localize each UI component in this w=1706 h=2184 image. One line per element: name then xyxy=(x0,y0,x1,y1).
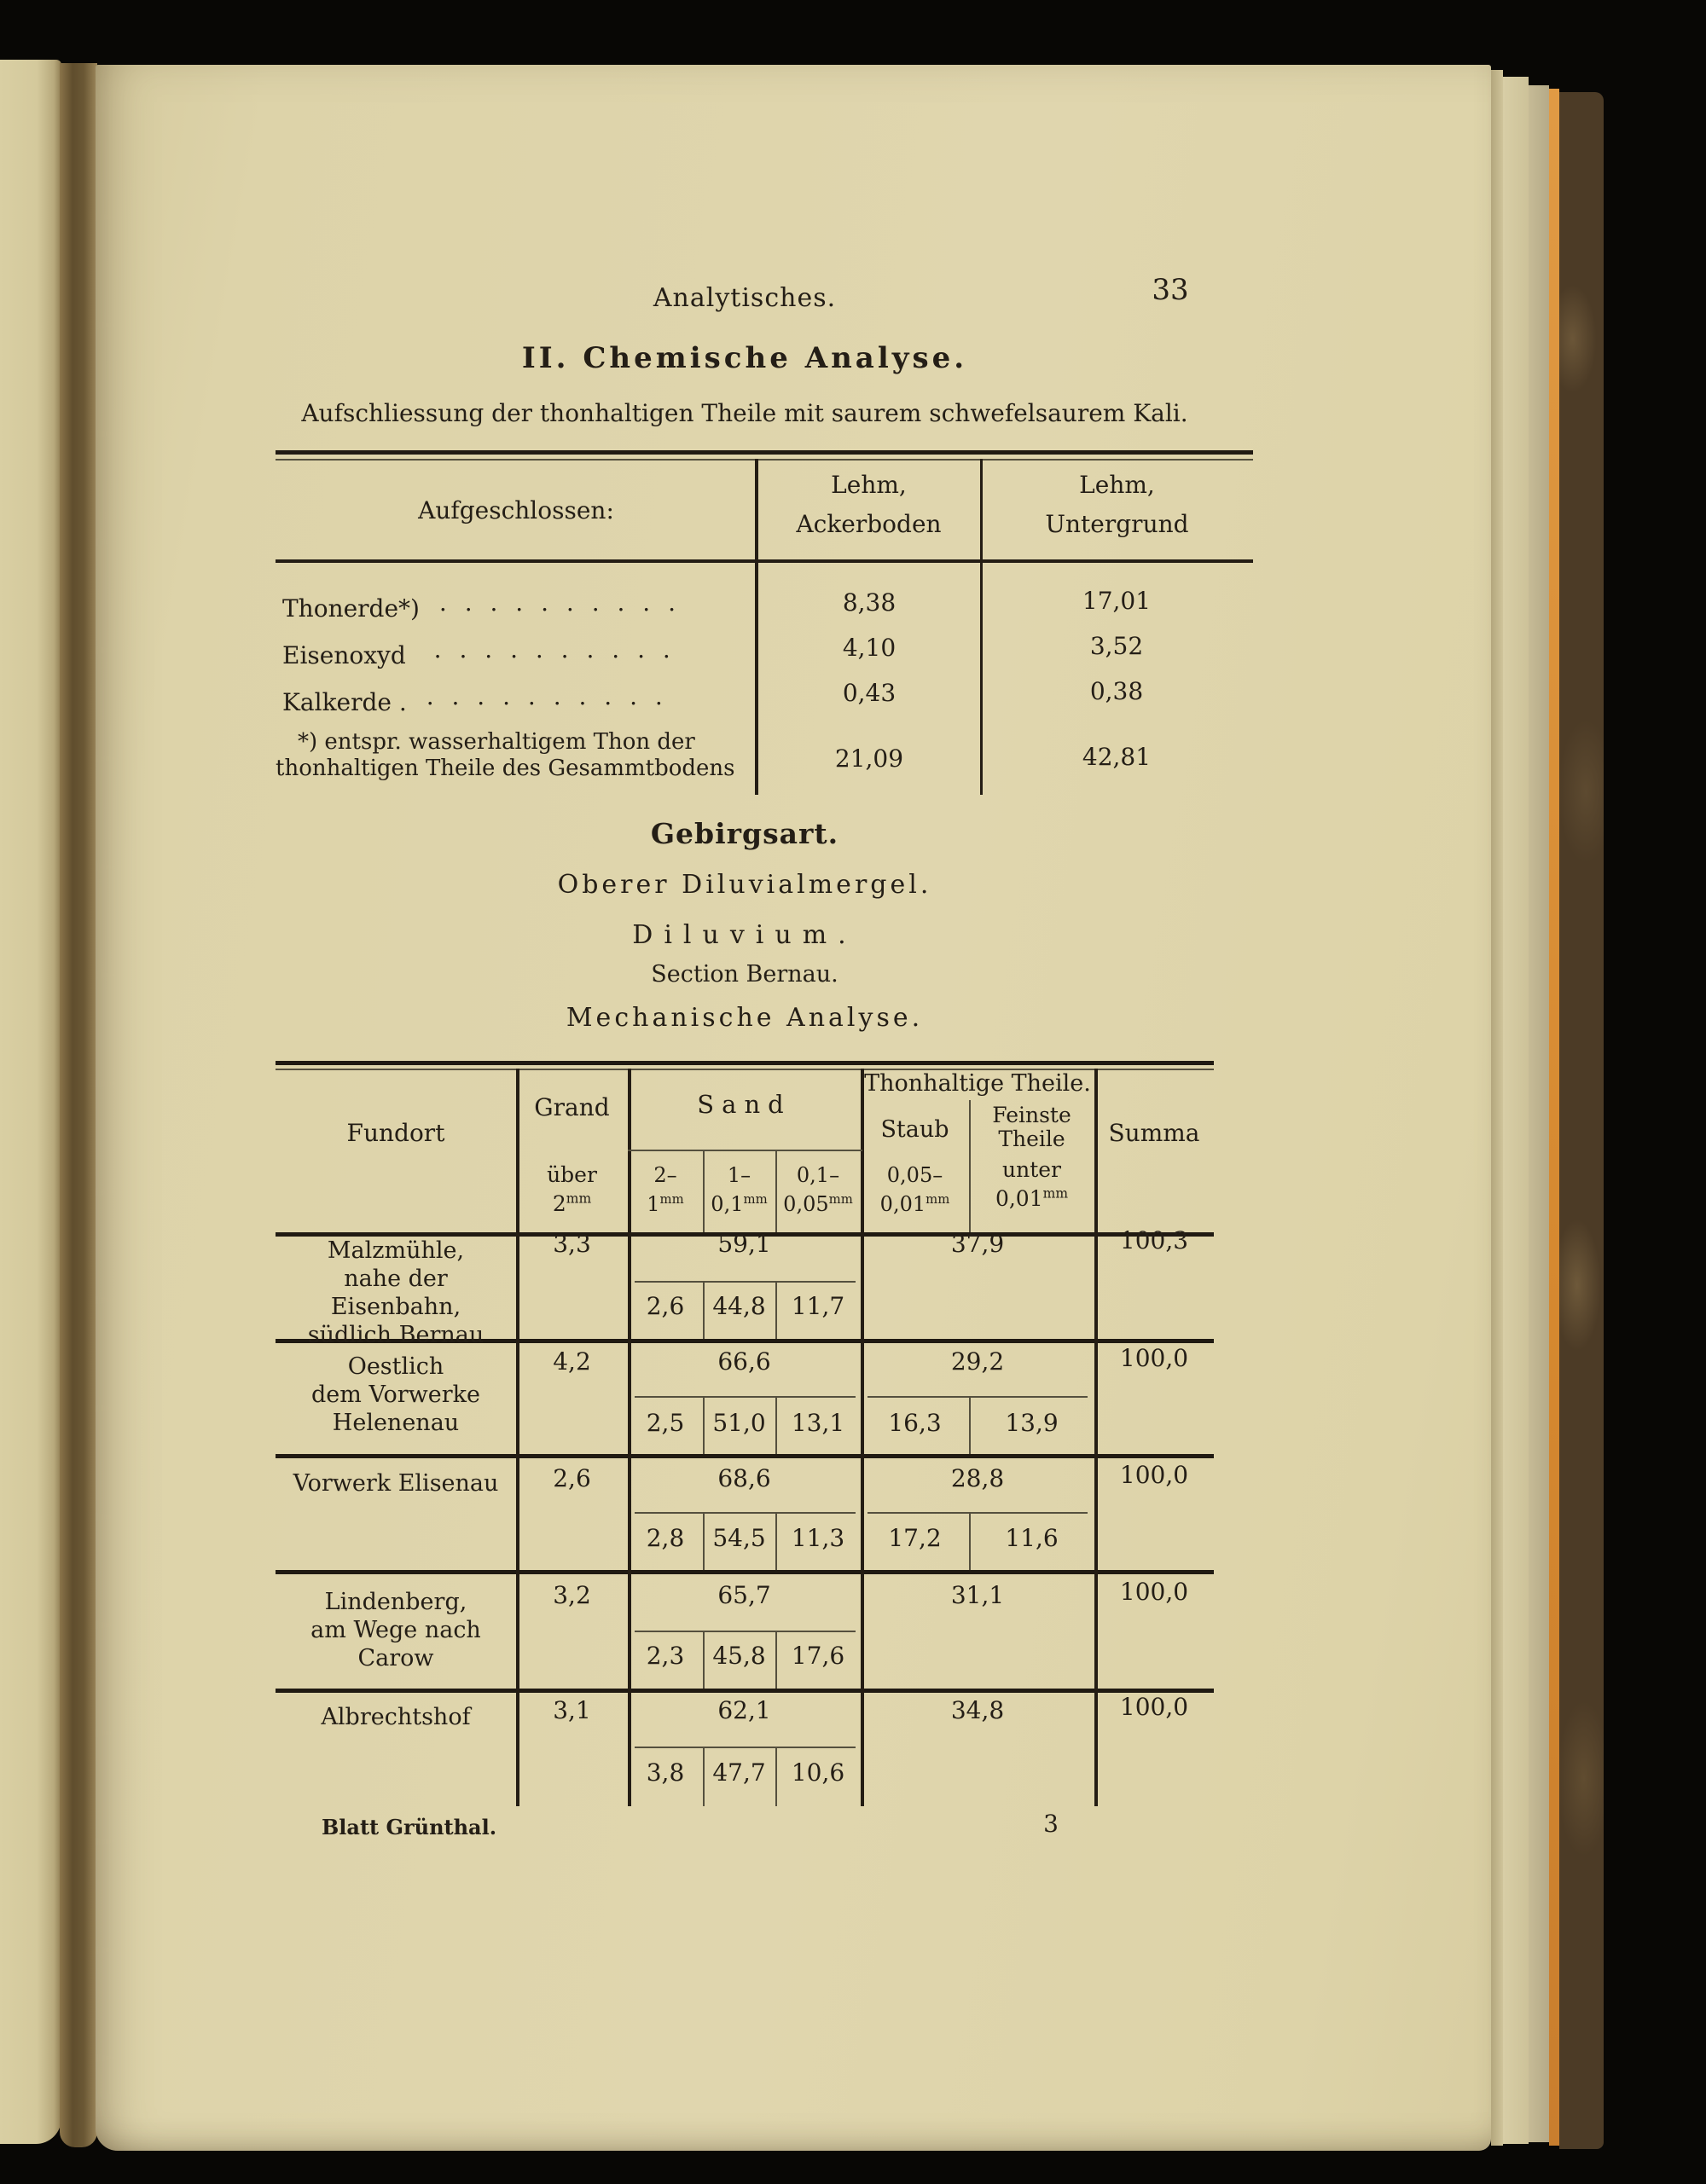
heading-diluvium: Diluvium. xyxy=(632,920,857,950)
sand-total: 62,1 xyxy=(717,1696,771,1724)
running-head: Analytisches. xyxy=(653,283,837,313)
grand-value: 2,6 xyxy=(553,1464,591,1492)
mech-col-feinste: Feinste Theile unter 0,01mm xyxy=(992,1103,1071,1212)
heading-mech-analyse: Mechanische Analyse. xyxy=(566,1003,924,1033)
grand-value: 4,2 xyxy=(553,1347,591,1376)
page-stack-edge xyxy=(1503,77,1529,2144)
chem-col-untergrund: Lehm, Untergrund xyxy=(1045,471,1189,538)
grand-value: 3,1 xyxy=(553,1696,591,1724)
chem-value: 0,43 xyxy=(842,679,897,707)
thon-total: 28,8 xyxy=(950,1464,1005,1492)
chem-col-ackerboden: Lehm, Ackerboden xyxy=(796,471,942,538)
page-stack-edge xyxy=(1491,70,1503,2146)
mech-col-sand: Sand xyxy=(697,1090,792,1119)
chem-value: 21,09 xyxy=(834,744,904,773)
chem-analysis-subtitle: Aufschliessung der thonhaltigen Theile m… xyxy=(301,399,1188,427)
mech-col-staub: Staub xyxy=(880,1116,949,1143)
summa-value: 100,3 xyxy=(1119,1226,1189,1254)
sand-sub3: 17,6 xyxy=(791,1642,845,1670)
book-cover xyxy=(1559,92,1604,2149)
thon-total: 29,2 xyxy=(950,1347,1005,1376)
heading-gebirgsart: Gebirgsart. xyxy=(650,817,839,850)
mech-col-sand1: 2– 1mm xyxy=(647,1163,684,1216)
fundort-name: Vorwerk Elisenau xyxy=(293,1470,499,1497)
fundort-name: Oestlich dem Vorwerke Helenenau xyxy=(311,1353,480,1436)
previous-page-edge xyxy=(0,60,61,2144)
chem-analysis-title: II. Chemische Analyse. xyxy=(521,341,968,375)
mech-col-grand-range: über 2mm xyxy=(547,1162,597,1217)
mech-col-grand: Grand xyxy=(534,1093,610,1121)
thon-total: 37,9 xyxy=(950,1230,1005,1258)
footer-signature-number: 3 xyxy=(1043,1810,1059,1838)
heading-section: Section Bernau. xyxy=(651,961,838,988)
thon-total: 34,8 xyxy=(950,1696,1005,1724)
mech-table: Fundort Grand über 2mm Sand 2– 1mm 1– 0,… xyxy=(276,1061,1214,1806)
chem-value: 0,38 xyxy=(1089,677,1144,705)
summa-value: 100,0 xyxy=(1119,1578,1189,1606)
page-number: 33 xyxy=(1152,273,1189,307)
mech-col-sand2: 1– 0,1mm xyxy=(711,1163,768,1216)
sand-sub1: 3,8 xyxy=(646,1758,685,1787)
mech-col-staub-range: 0,05– 0,01mm xyxy=(879,1163,950,1216)
sand-sub3: 11,3 xyxy=(791,1524,845,1552)
staub-sub: 17,2 xyxy=(888,1524,942,1552)
sand-sub2: 47,7 xyxy=(712,1758,766,1787)
sand-sub1: 2,6 xyxy=(646,1292,685,1320)
sand-total: 68,6 xyxy=(717,1464,771,1492)
fundort-name: Malzmühle, nahe der Eisenbahn, südlich B… xyxy=(307,1237,485,1348)
sand-sub1: 2,3 xyxy=(646,1642,685,1670)
sand-sub1: 2,8 xyxy=(646,1524,685,1552)
sand-sub3: 13,1 xyxy=(791,1409,845,1437)
sand-sub2: 54,5 xyxy=(712,1524,766,1552)
chem-footnote: *) entspr. wasserhaltigem Thon der thonh… xyxy=(276,729,735,781)
mech-col-thonhaltige: Thonhaltige Theile. xyxy=(864,1070,1091,1097)
grand-value: 3,3 xyxy=(553,1230,591,1258)
chem-value: 4,10 xyxy=(842,634,897,662)
staub-sub: 16,3 xyxy=(888,1409,942,1437)
summa-value: 100,0 xyxy=(1119,1693,1189,1721)
chem-value: 3,52 xyxy=(1089,632,1144,660)
footer-imprint: Blatt Grünthal. xyxy=(322,1815,497,1839)
book-gutter xyxy=(60,63,97,2147)
page-stack-edge xyxy=(1529,85,1549,2142)
summa-value: 100,0 xyxy=(1119,1344,1189,1372)
chem-row-label: Eisenoxyd . . . . . . . . . . xyxy=(282,635,676,669)
sand-sub2: 45,8 xyxy=(712,1642,766,1670)
feinste-sub: 13,9 xyxy=(1005,1409,1059,1437)
chem-value: 42,81 xyxy=(1082,743,1152,771)
book-edge-orange xyxy=(1549,89,1559,2146)
mech-col-sand3: 0,1– 0,05mm xyxy=(783,1163,853,1216)
sand-total: 65,7 xyxy=(717,1581,771,1609)
chem-value: 8,38 xyxy=(842,588,897,617)
sand-sub3: 10,6 xyxy=(791,1758,845,1787)
sand-sub2: 51,0 xyxy=(712,1409,766,1437)
heading-rock-type: Oberer Diluvialmergel. xyxy=(557,870,932,900)
chem-value: 17,01 xyxy=(1082,587,1152,615)
grand-value: 3,2 xyxy=(553,1581,591,1609)
chem-table: Aufgeschlossen: Lehm, Ackerboden Lehm, U… xyxy=(276,450,1253,802)
sand-sub2: 44,8 xyxy=(712,1292,766,1320)
mech-col-fundort: Fundort xyxy=(346,1119,445,1147)
summa-value: 100,0 xyxy=(1119,1461,1189,1489)
chem-row-label: Kalkerde . . . . . . . . . . . xyxy=(282,682,668,716)
sand-total: 59,1 xyxy=(717,1230,771,1258)
sand-sub3: 11,7 xyxy=(791,1292,845,1320)
thon-total: 31,1 xyxy=(950,1581,1005,1609)
book-page: Analytisches. 33 II. Chemische Analyse. … xyxy=(96,65,1491,2151)
chem-row-label: Thonerde*) . . . . . . . . . . xyxy=(282,588,681,623)
mech-col-summa: Summa xyxy=(1108,1119,1200,1147)
fundort-name: Albrechtshof xyxy=(321,1704,471,1730)
sand-total: 66,6 xyxy=(717,1347,771,1376)
fundort-name: Lindenberg, am Wege nach Carow xyxy=(310,1589,481,1671)
chem-col-aufgeschlossen: Aufgeschlossen: xyxy=(418,496,614,524)
feinste-sub: 11,6 xyxy=(1005,1524,1059,1552)
sand-sub1: 2,5 xyxy=(646,1409,685,1437)
